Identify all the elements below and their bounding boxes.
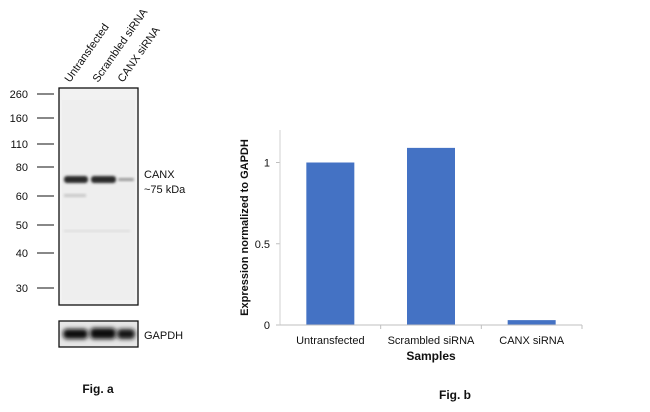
- y-axis-title: Expression normalized to GAPDH: [239, 139, 251, 316]
- bars: [306, 147, 556, 325]
- gapdh-band-lane-3: [117, 329, 135, 339]
- marker-label: 80: [16, 162, 28, 174]
- x-tick-label: Untransfected: [296, 335, 364, 347]
- y-axis-ticks: 00.51: [255, 158, 280, 332]
- x-axis-ticks: Untransfected Scrambled siRNA CANX siRNA: [296, 325, 583, 347]
- band-size-label: ~75 kDa: [144, 184, 186, 196]
- bar-chart: 00.51 Untransfected Scrambled siRNA CANX s…: [239, 130, 583, 402]
- bar-canx-sirna: [507, 320, 556, 325]
- canx-band-lane-3: [118, 178, 134, 181]
- bar-untransfected: [306, 162, 355, 325]
- band-label-canx: CANX: [144, 169, 175, 181]
- faint-band: [64, 194, 86, 197]
- x-tick-label: Scrambled siRNA: [388, 335, 475, 347]
- gapdh-band-lane-2: [90, 328, 116, 339]
- marker-ladder: [37, 93, 54, 289]
- marker-label: 160: [10, 113, 28, 125]
- blot-background-shading: [62, 100, 135, 300]
- marker-label: 260: [10, 89, 28, 101]
- x-tick-label: CANX siRNA: [499, 335, 564, 347]
- faint-band: [64, 230, 130, 232]
- bar-scrambled-sirna: [407, 147, 455, 325]
- canx-band-lane-2: [91, 176, 116, 183]
- marker-label: 50: [16, 220, 28, 232]
- marker-label: 110: [10, 139, 28, 151]
- marker-label: 30: [16, 283, 28, 295]
- loading-control-label: GAPDH: [144, 330, 183, 342]
- marker-label: 60: [16, 191, 28, 203]
- marker-label: 40: [16, 248, 28, 260]
- figure-a-caption: Fig. a: [82, 382, 114, 396]
- y-tick-label: 0: [264, 320, 270, 332]
- gapdh-band-lane-1: [63, 329, 88, 339]
- x-axis-title: Samples: [406, 349, 456, 363]
- y-tick-label: 1: [264, 158, 270, 170]
- canx-band-lane-1: [64, 176, 88, 183]
- western-blot-panel: Untransfected Scrambled siRNA CANX siRNA…: [10, 6, 187, 396]
- y-tick-label: 0.5: [255, 239, 270, 251]
- figure-b-caption: Fig. b: [439, 388, 471, 402]
